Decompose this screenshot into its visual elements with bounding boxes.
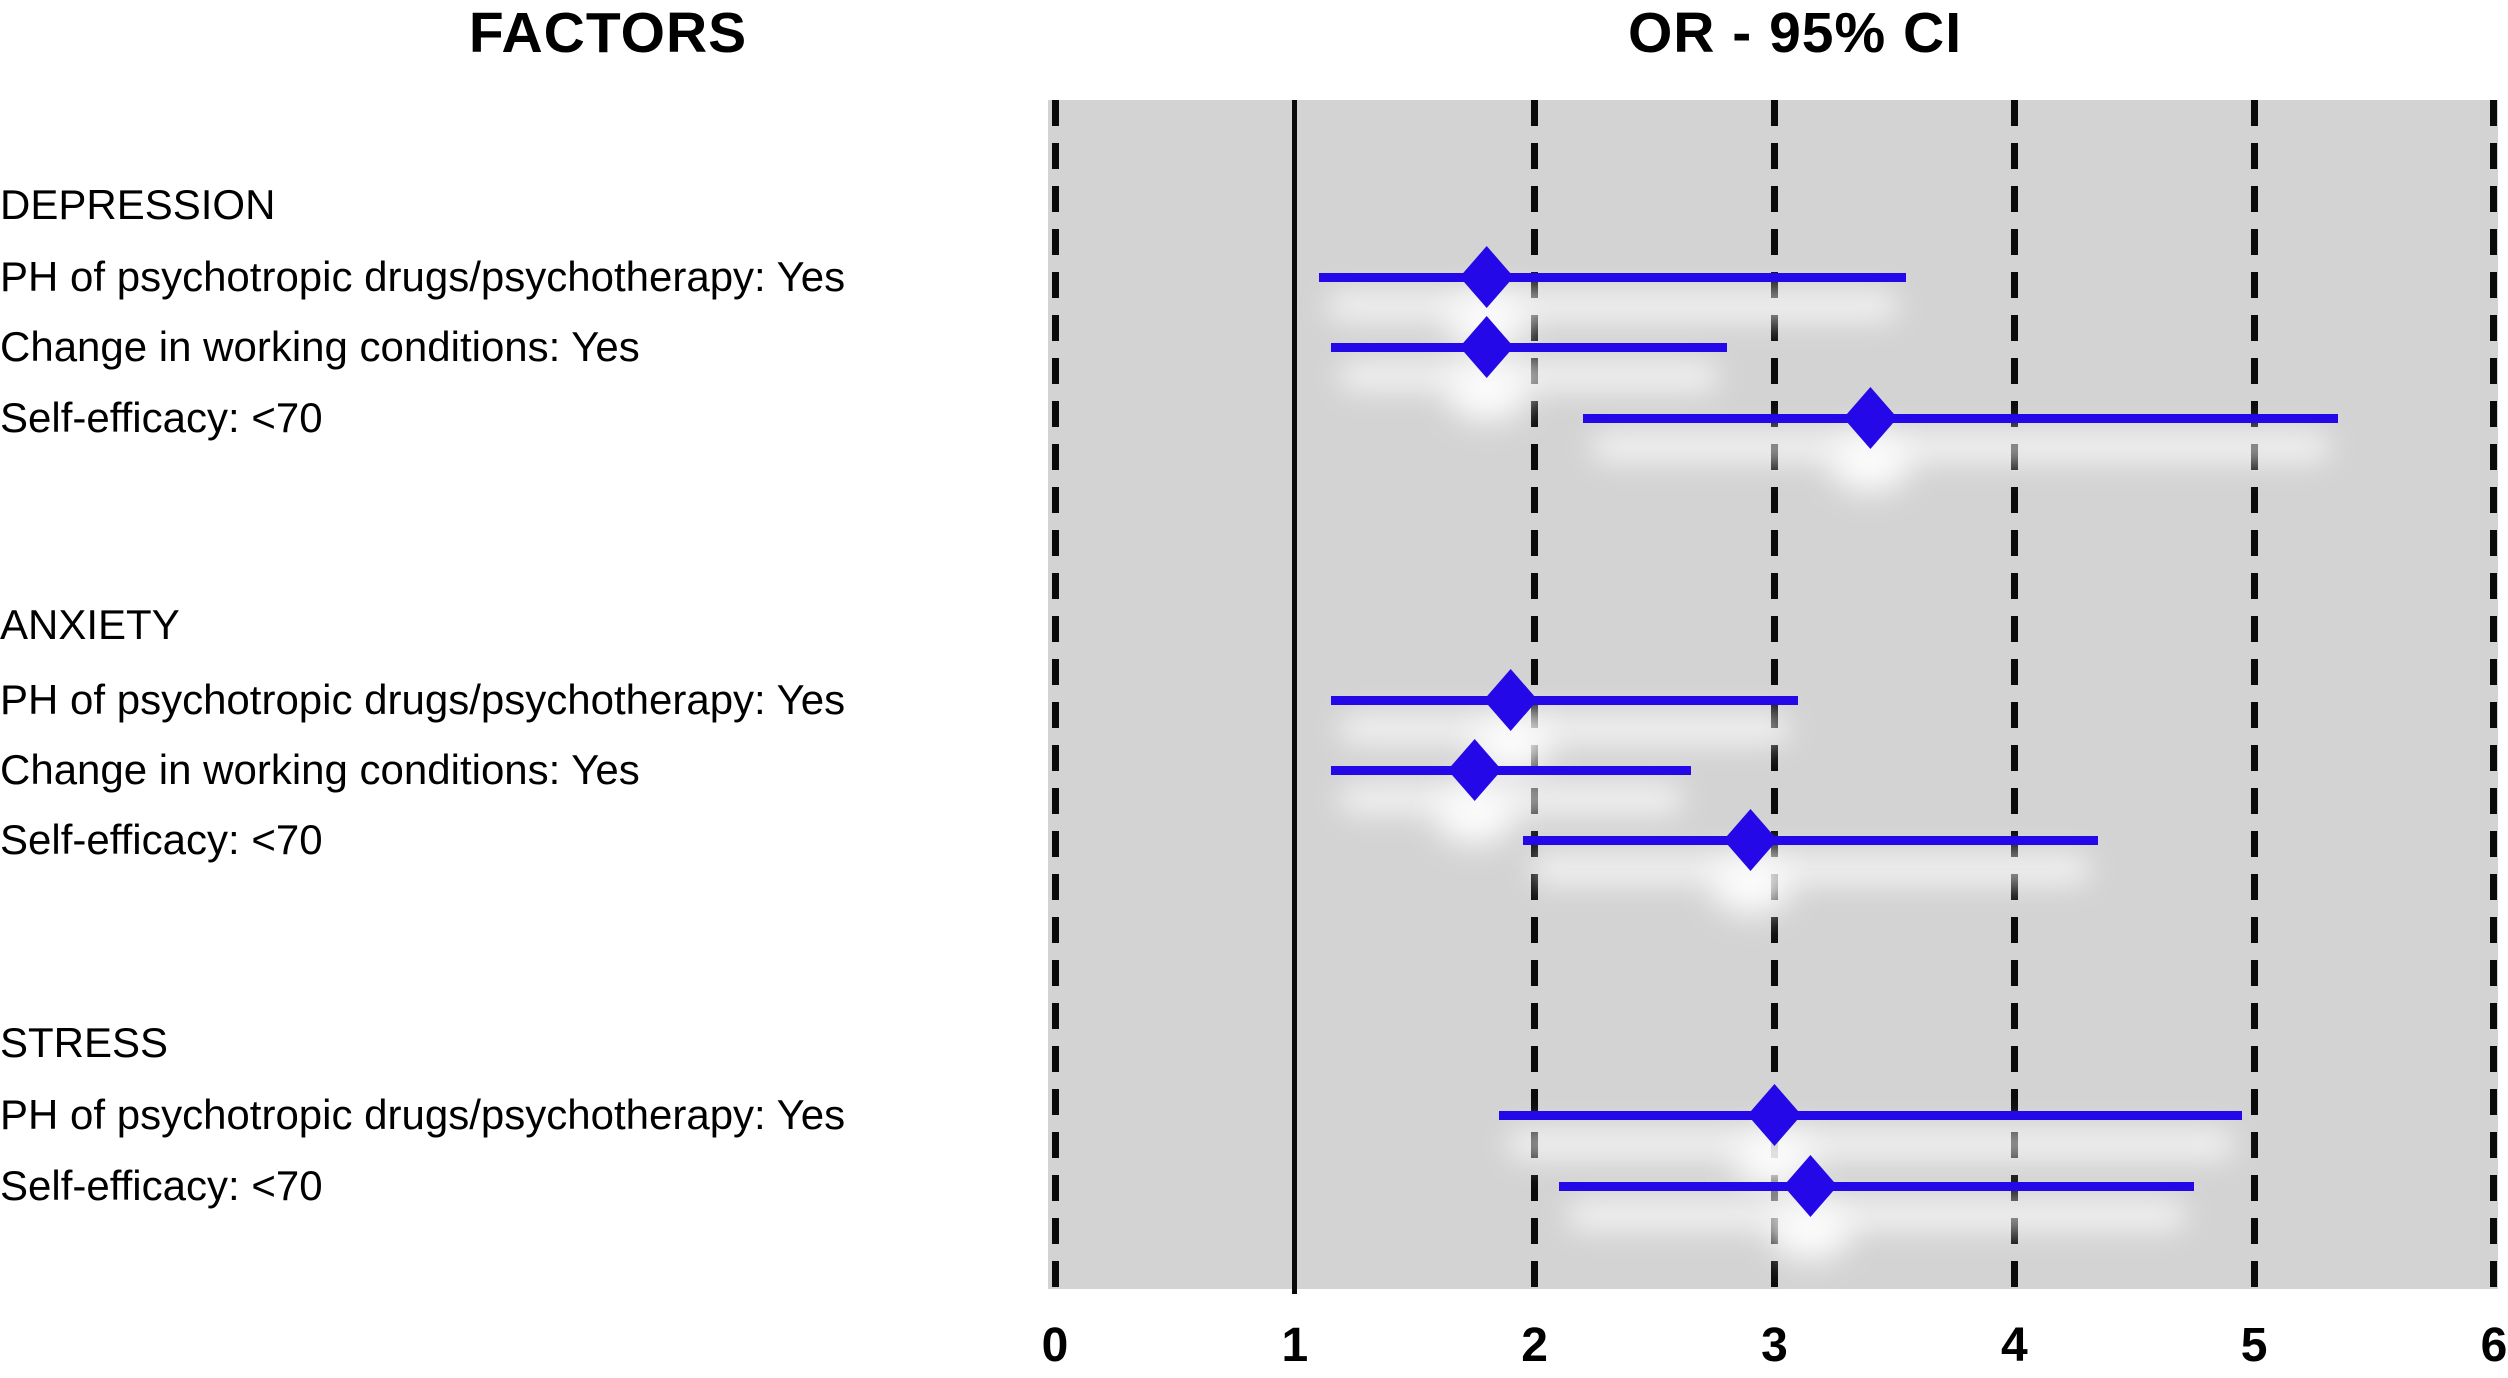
gridline: [1051, 100, 1059, 1289]
ci-line: [1318, 272, 1907, 282]
ci-line: [1498, 1110, 2243, 1120]
estimates-column-title: OR - 95% CI: [1627, 1, 1963, 65]
factors-column-title: FACTORS: [468, 1, 748, 65]
ci-line-shadow: [1566, 1200, 2187, 1230]
ci-line: [1330, 765, 1691, 775]
ci-line: [1582, 413, 2339, 423]
ci-line-shadow: [1506, 1129, 2235, 1159]
x-tick-label: 2: [1521, 1319, 1548, 1372]
ci-line: [1330, 342, 1727, 352]
ci-line-shadow: [1326, 291, 1899, 321]
x-tick-label: 6: [2480, 1319, 2508, 1372]
ci-line-shadow: [1590, 432, 2331, 462]
gridline: [2250, 100, 2258, 1289]
gridline: [2010, 100, 2018, 1289]
x-tick-label: 3: [1761, 1319, 1788, 1372]
gridline: [1531, 100, 1539, 1289]
gridline: [1770, 100, 1778, 1289]
plot-area: [1048, 100, 2498, 1294]
x-tick-label: 1: [1281, 1319, 1309, 1372]
x-tick-label: 4: [2000, 1319, 2028, 1372]
ci-line-shadow: [1338, 714, 1791, 744]
ci-line-shadow: [1338, 361, 1719, 391]
ci-line: [1558, 1181, 2195, 1191]
ci-line: [1522, 835, 2099, 845]
x-tick-label: 5: [2240, 1319, 2268, 1372]
ci-line-shadow: [1530, 854, 2091, 884]
reference-line: [1292, 100, 1298, 1294]
gridline: [2490, 100, 2498, 1289]
ci-line: [1330, 695, 1799, 705]
factor-labels-column: DEPRESSION PH of psychotropic drugs/psych…: [0, 181, 846, 1209]
